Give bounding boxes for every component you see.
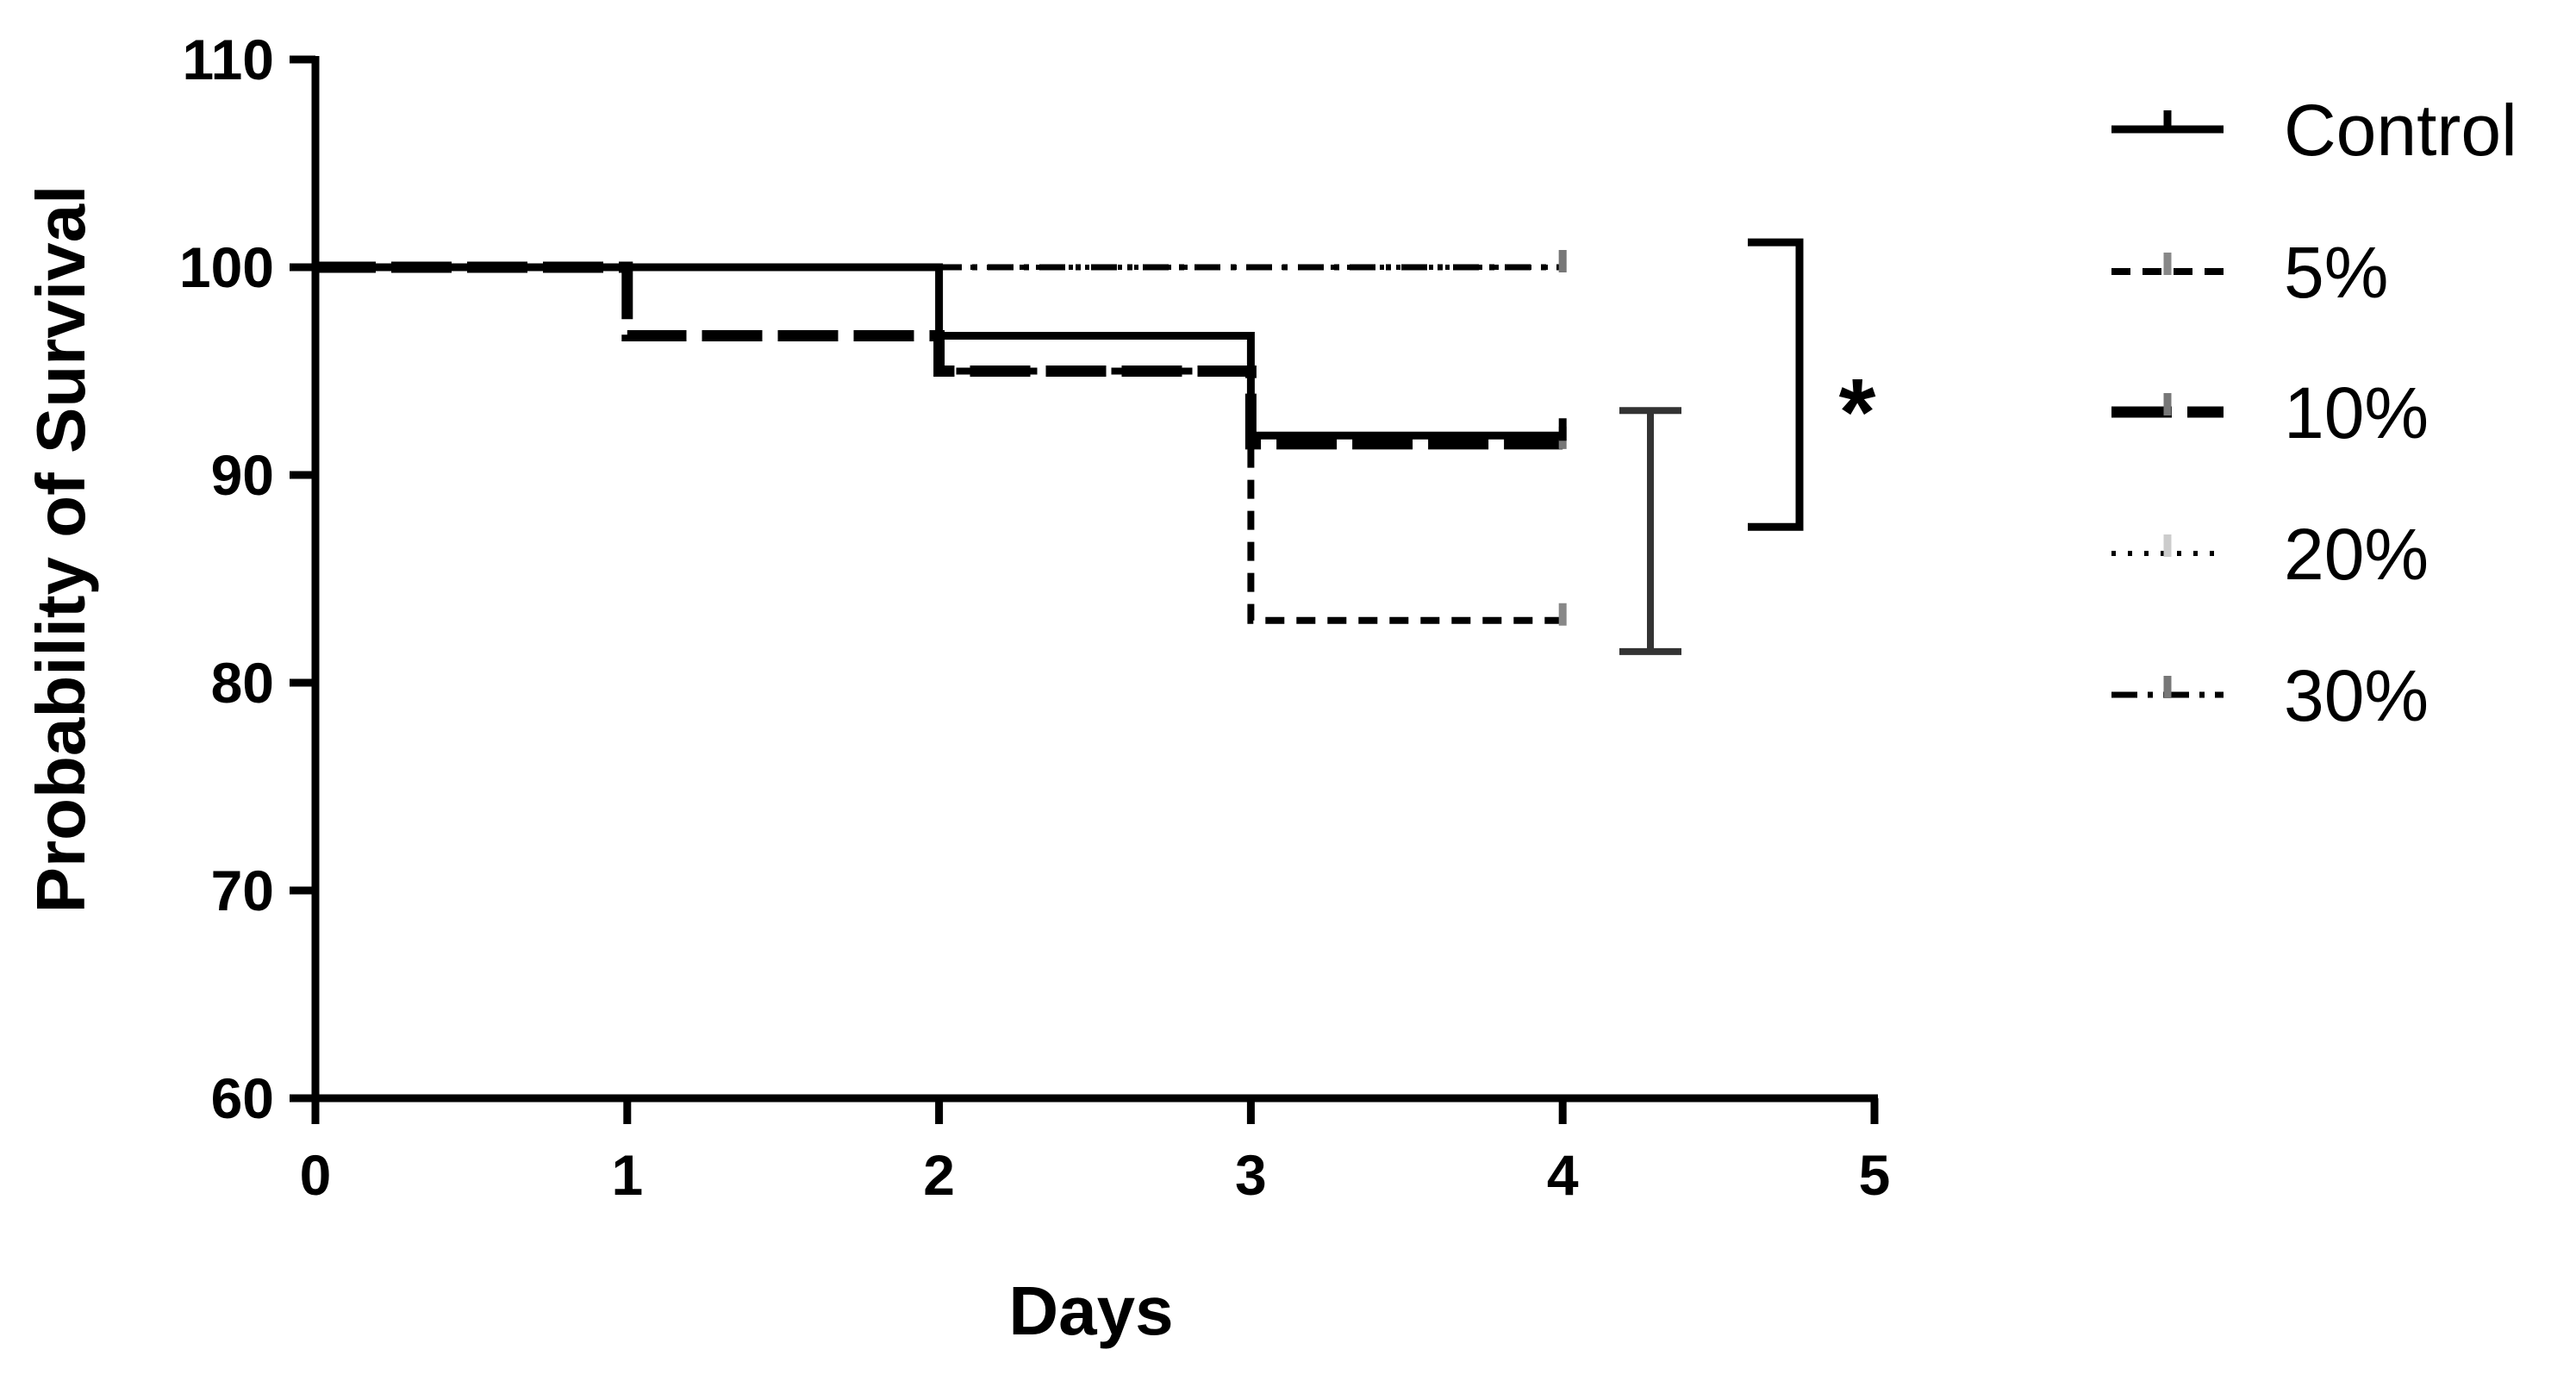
legend-item-2: 10% <box>2111 372 2429 453</box>
legend-item-1: 5% <box>2111 232 2388 313</box>
series-layer <box>315 250 1567 626</box>
y-tick-label: 90 <box>211 443 274 507</box>
legend: Control 5% 10% 20% 30% <box>2111 90 2517 736</box>
y-tick-label: 60 <box>211 1066 274 1130</box>
error-bar <box>1619 407 1681 655</box>
y-tick-label: 110 <box>183 28 274 91</box>
y-tick-label: 100 <box>179 235 274 299</box>
legend-label: 5% <box>2284 232 2388 313</box>
legend-label: 30% <box>2284 655 2429 736</box>
x-tick-label: 0 <box>300 1143 332 1207</box>
significance-bracket <box>1748 238 1804 531</box>
x-tick-label: 2 <box>923 1143 955 1207</box>
axes-layer: 60 70 80 90 100 110 0 1 2 3 4 5 <box>179 28 1890 1207</box>
legend-label: 20% <box>2284 514 2429 595</box>
legend-label: Control <box>2284 90 2517 171</box>
y-tick-label: 80 <box>211 651 274 715</box>
series-line-0 <box>315 263 1563 440</box>
x-tick-label: 3 <box>1235 1143 1267 1207</box>
significance-star: * <box>1839 359 1876 465</box>
legend-label: 10% <box>2284 372 2429 453</box>
x-tick-label: 1 <box>611 1143 643 1207</box>
legend-item-0: Control <box>2111 90 2517 171</box>
legend-item-4: 30% <box>2111 655 2429 736</box>
x-tick-label: 5 <box>1859 1143 1891 1207</box>
x-tick-label: 4 <box>1547 1143 1579 1207</box>
annotation-layer: * <box>1619 238 1876 655</box>
y-axis-title: Probability of Survival <box>22 185 99 914</box>
x-axis-title: Days <box>1008 1272 1173 1349</box>
y-tick-label: 70 <box>211 859 274 922</box>
legend-item-3: 20% <box>2111 514 2429 595</box>
